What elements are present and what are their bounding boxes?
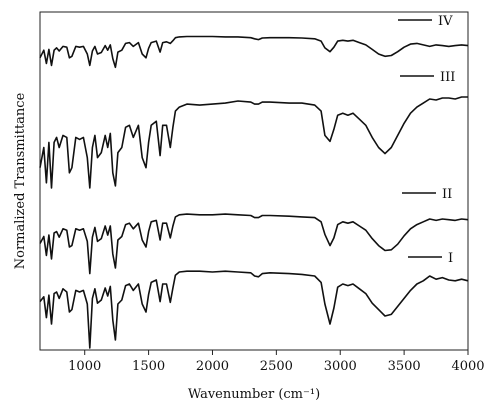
x-axis-ticks: 1000 1500 2000 2500 3000 3500 4000 [68, 350, 485, 374]
x-tick-label-3500: 3500 [388, 359, 421, 374]
series-line-iii [39, 96, 468, 189]
legend-label-iii: III [440, 70, 455, 85]
x-tick-label-4000: 4000 [451, 359, 484, 374]
x-tick-label-3000: 3000 [324, 359, 357, 374]
x-tick-label-2500: 2500 [260, 359, 293, 374]
legend-label-i: I [448, 251, 453, 266]
y-axis-label: Normalized Transmittance [13, 92, 28, 269]
legend-label-ii: II [442, 187, 452, 202]
spectrum-traces [39, 35, 469, 349]
series-line-ii [39, 213, 469, 275]
series-line-iv [39, 35, 469, 69]
x-tick-label-1000: 1000 [68, 359, 101, 374]
plot-frame [39, 11, 469, 351]
x-tick-label-2000: 2000 [196, 359, 229, 374]
x-tick-label-1500: 1500 [132, 359, 165, 374]
plot-axes [39, 11, 469, 351]
x-axis-label: Wavenumber (cm⁻¹) [188, 387, 320, 402]
legend-label-iv: IV [438, 14, 453, 29]
series-line-i [39, 270, 469, 349]
